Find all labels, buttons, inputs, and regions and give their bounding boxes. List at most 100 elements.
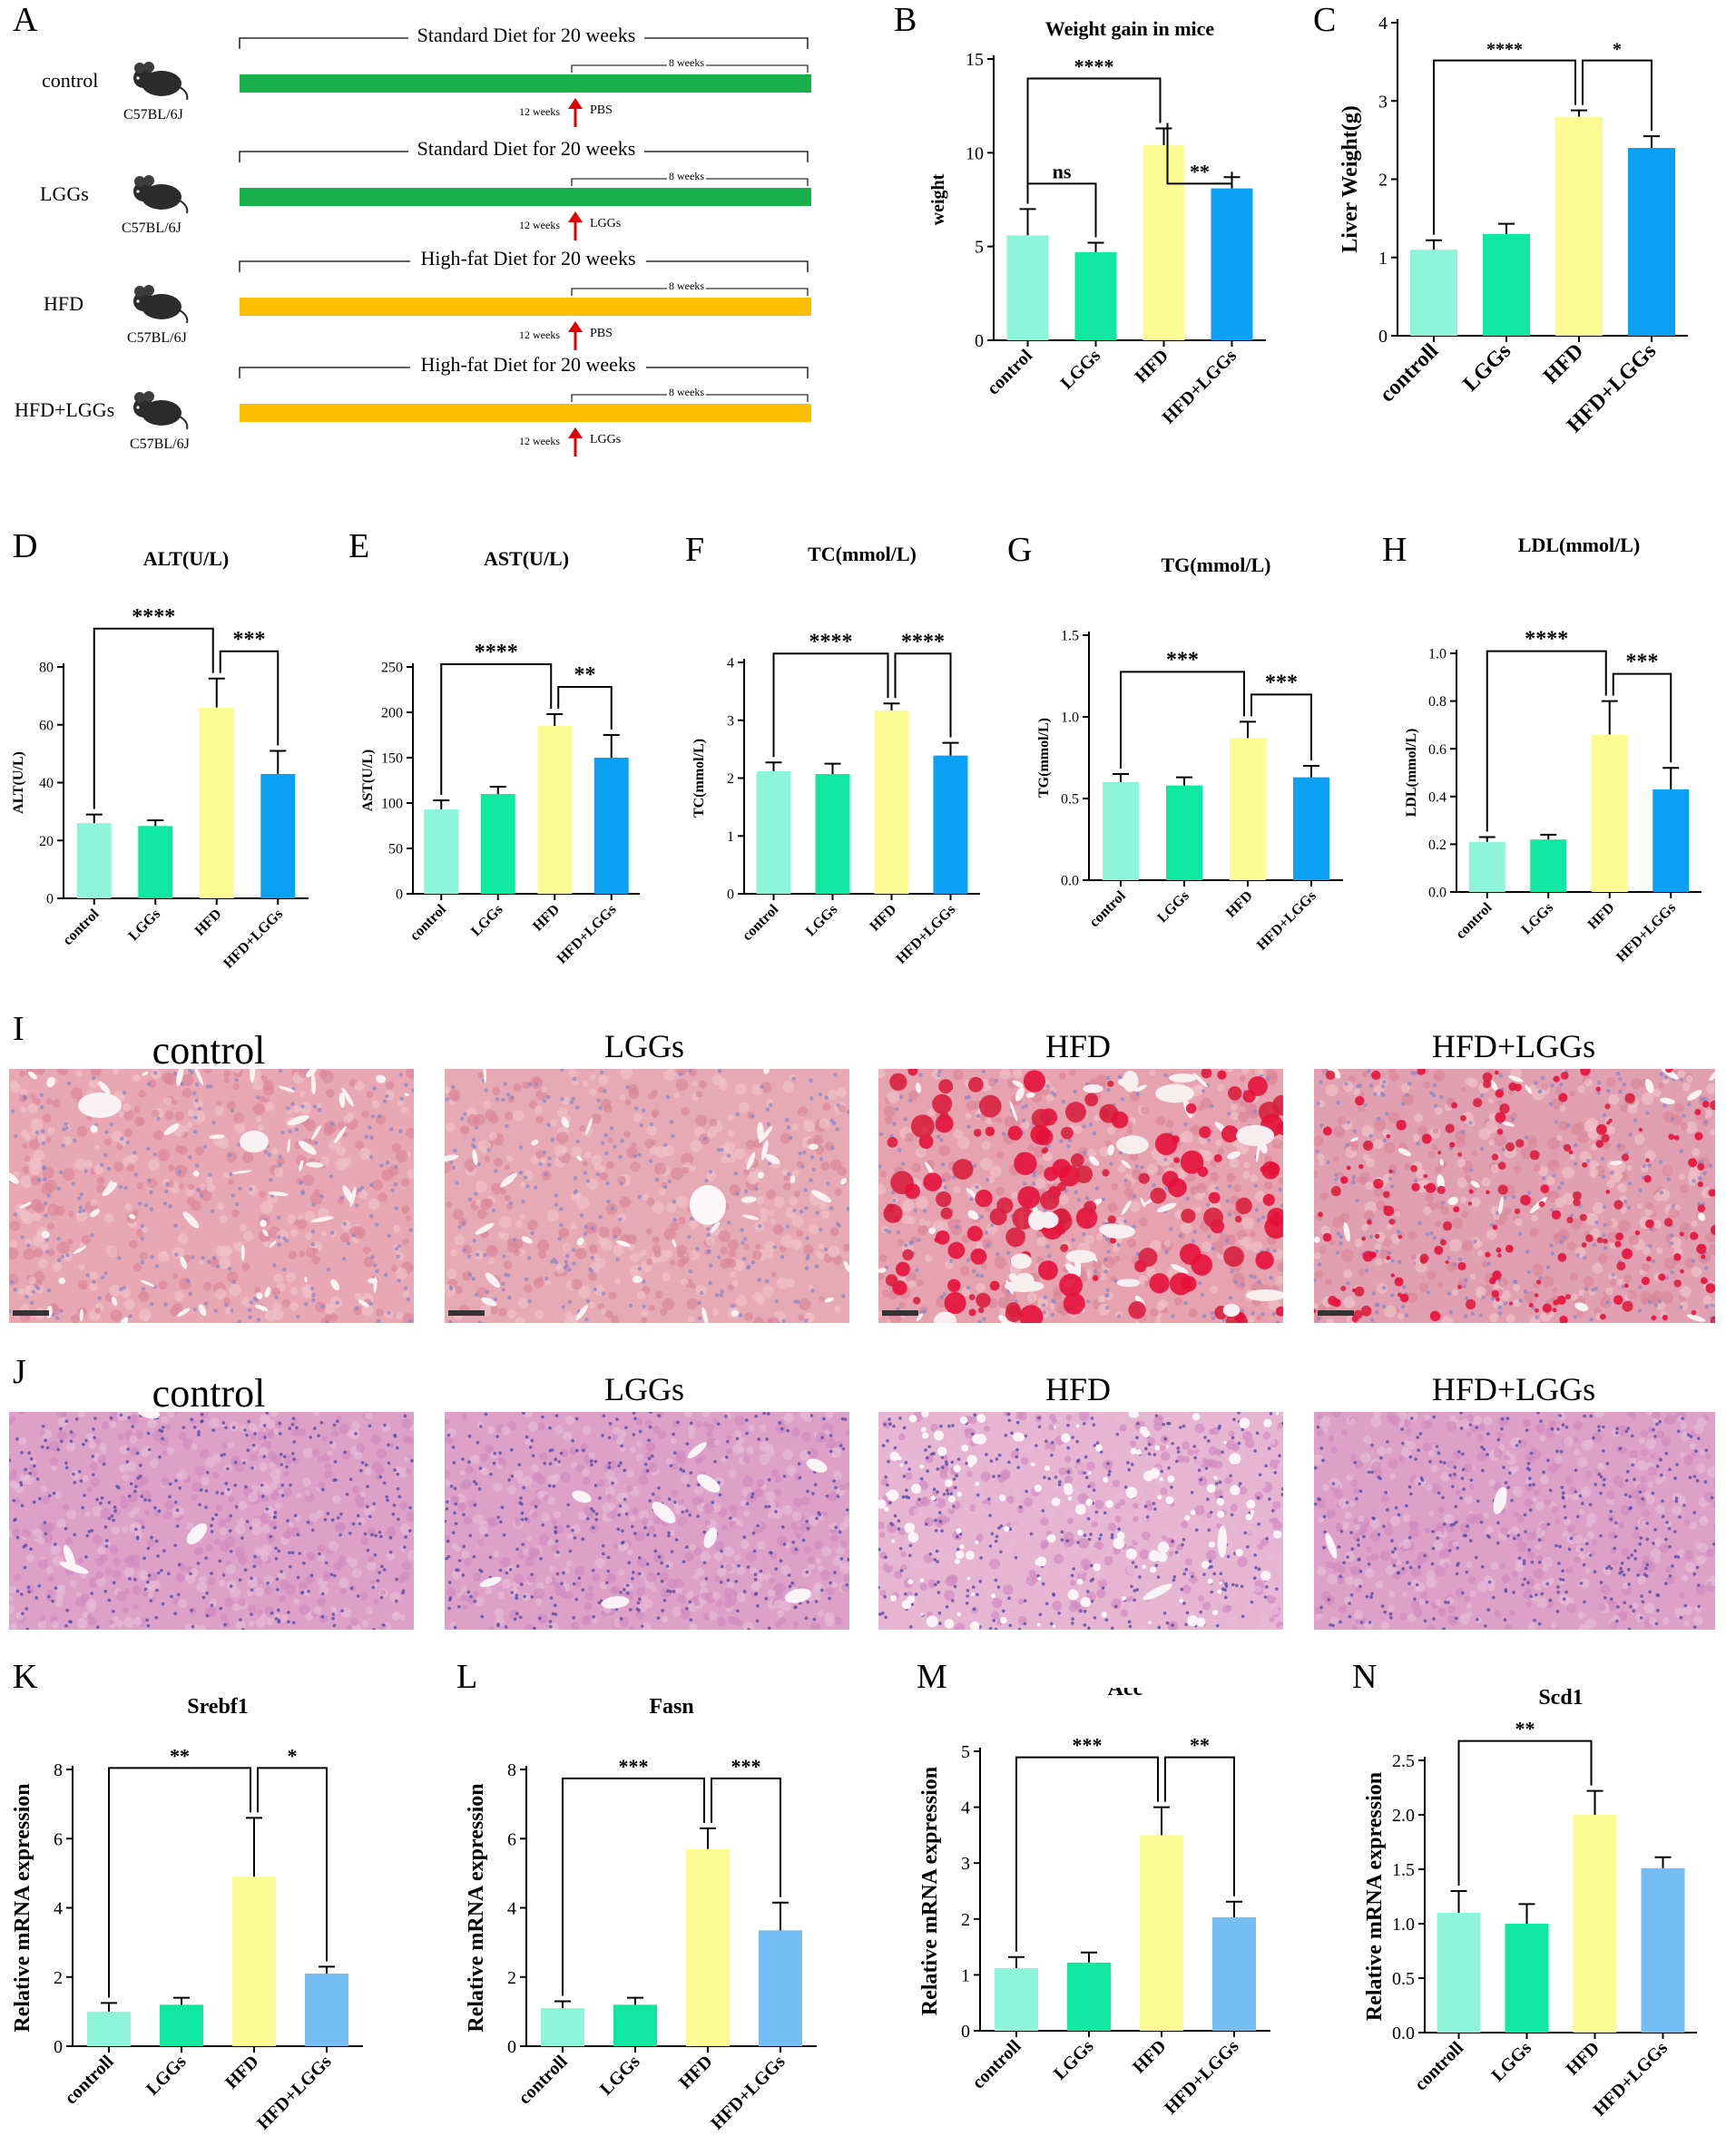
significance-bracket <box>894 652 952 738</box>
significance-bracket <box>562 1777 705 1996</box>
y-tick-label: 2 <box>507 1968 516 1988</box>
bar-control <box>1468 841 1505 892</box>
chart-title: AST(U/L) <box>484 547 569 570</box>
design-treatment-label: PBS <box>590 327 613 340</box>
y-tick-label: 1.0 <box>1061 710 1079 726</box>
design-8weeks-label: 8 weeks <box>667 170 706 183</box>
oil-red-stain-image <box>9 1069 414 1323</box>
bar-lggs <box>1505 1924 1549 2033</box>
y-axis-label: Relative mRNA expression <box>11 1783 34 2032</box>
category-label: LGGs <box>1519 900 1557 938</box>
panel-label-j: J <box>13 1353 26 1391</box>
chart-title: Srebf1 <box>187 1695 249 1719</box>
design-treatment-label: LGGs <box>590 217 622 230</box>
design-diet-label: Standard Diet for 20 weeks <box>408 24 644 47</box>
design-group-label: HFD+LGGs <box>15 398 115 421</box>
y-tick-label: 2 <box>727 771 734 787</box>
y-tick-label: 4 <box>727 656 734 671</box>
significance-label: * <box>1613 40 1622 60</box>
chart-title: TG(mmol/L) <box>1162 554 1271 576</box>
y-tick-label: 2.5 <box>1392 1751 1415 1771</box>
significance-bracket <box>440 663 553 795</box>
y-tick-label: 8 <box>54 1760 63 1780</box>
category-label: controll <box>515 2052 572 2109</box>
y-tick-label: 6 <box>54 1829 63 1849</box>
y-tick-label: 2 <box>54 1968 63 1988</box>
y-tick-label: 0 <box>727 887 734 903</box>
mouse-icon <box>127 56 191 102</box>
panel-label-i: I <box>13 1010 25 1048</box>
y-tick-label: 20 <box>39 834 54 849</box>
significance-label: *** <box>1265 671 1298 694</box>
significance-label: ns <box>1053 160 1072 182</box>
panel-label-a: A <box>13 1 38 39</box>
bar-control <box>1006 235 1049 340</box>
chart-m: Acc 0 1 2 3 4 5 Relative mRNA expression control… <box>918 1688 1270 2118</box>
category-label: controll <box>1411 2038 1468 2095</box>
y-tick-label: 0 <box>961 2022 970 2042</box>
bar-hfd-lggs <box>260 773 296 898</box>
y-tick-label: 0.0 <box>1428 886 1447 901</box>
y-tick-label: 80 <box>39 661 54 676</box>
bar-lggs <box>1074 251 1117 340</box>
y-tick-label: 5 <box>961 1742 970 1762</box>
panel-label-c: C <box>1313 1 1337 39</box>
category-label: HFD <box>1563 2038 1603 2079</box>
y-tick-label: 3 <box>961 1854 970 1874</box>
bar-control <box>424 809 459 894</box>
chart-b: Weight gain in mice 0 5 10 15 weight control LG… <box>928 17 1266 428</box>
y-tick-label: 1 <box>1378 249 1388 269</box>
bar-hfd-lggs <box>1652 789 1690 892</box>
y-tick-label: 0 <box>507 2037 516 2057</box>
category-label: controll <box>1376 339 1444 407</box>
y-tick-label: 40 <box>39 776 54 791</box>
bar-hfd-lggs <box>933 755 968 894</box>
category-label: control <box>60 906 103 948</box>
bar-lggs <box>1483 233 1530 336</box>
significance-bracket <box>108 1767 251 1998</box>
category-label: LGGs <box>1154 888 1192 926</box>
y-tick-label: 1 <box>727 829 734 845</box>
y-tick-label: 0.4 <box>1428 789 1447 805</box>
panel-label-k: K <box>13 1658 38 1696</box>
y-tick-label: 0.5 <box>1392 1969 1415 1989</box>
bar-hfd <box>1555 116 1603 336</box>
significance-label: **** <box>809 630 853 653</box>
histology-title: HFD <box>1044 1028 1112 1064</box>
he-stain-image <box>1314 1412 1715 1630</box>
category-label: control <box>1086 887 1129 930</box>
significance-bracket <box>1457 1740 1593 1886</box>
y-tick-label: 2.0 <box>1392 1806 1415 1826</box>
significance-label: **** <box>901 630 945 653</box>
chart-g: TG(mmol/L) 0.0 0.5 1.0 1.5 TG(mmol/L) control L… <box>1036 554 1343 954</box>
bar-hfd <box>537 726 573 894</box>
significance-label: ** <box>1515 1718 1535 1740</box>
design-treatment-label: PBS <box>590 103 613 117</box>
category-label: LGGs <box>126 906 164 945</box>
y-tick-label: 4 <box>961 1798 970 1818</box>
chart-title: Scd1 <box>1538 1688 1583 1710</box>
design-8weeks-label: 8 weeks <box>667 56 706 70</box>
bar-lggs <box>613 2004 657 2046</box>
category-label: HFD <box>1129 2036 1170 2077</box>
histology-title: control <box>152 1028 266 1073</box>
significance-bracket <box>1026 182 1097 238</box>
category-label: HFD+LGGs <box>1159 346 1241 428</box>
category-label: HFD <box>1585 900 1618 933</box>
design-12weeks-label: 12 weeks <box>519 328 560 341</box>
bar-lggs <box>1067 1962 1111 2031</box>
significance-bracket <box>1486 650 1607 832</box>
bar-lggs <box>1166 785 1202 880</box>
category-label: LGGs <box>1459 339 1516 397</box>
chart-f: TC(mmol/L) 0 1 2 3 4 TC(mmol/L) control LGGs HFDH… <box>691 543 980 967</box>
bar-hfd-lggs <box>1211 188 1253 340</box>
significance-label: **** <box>132 605 175 629</box>
panel-label-n: N <box>1352 1658 1378 1696</box>
design-12weeks-label: 12 weeks <box>519 105 560 118</box>
significance-label: **** <box>1074 54 1114 77</box>
y-axis-label: Liver Weight(g) <box>1339 105 1362 252</box>
chart-k: Srebf1 0 2 4 6 8 Relative mRNA expression contr… <box>11 1695 363 2134</box>
significance-bracket <box>1250 693 1312 760</box>
category-label: HFD+LGGs <box>253 2052 336 2134</box>
design-diet-label: High-fat Diet for 20 weeks <box>410 247 646 270</box>
